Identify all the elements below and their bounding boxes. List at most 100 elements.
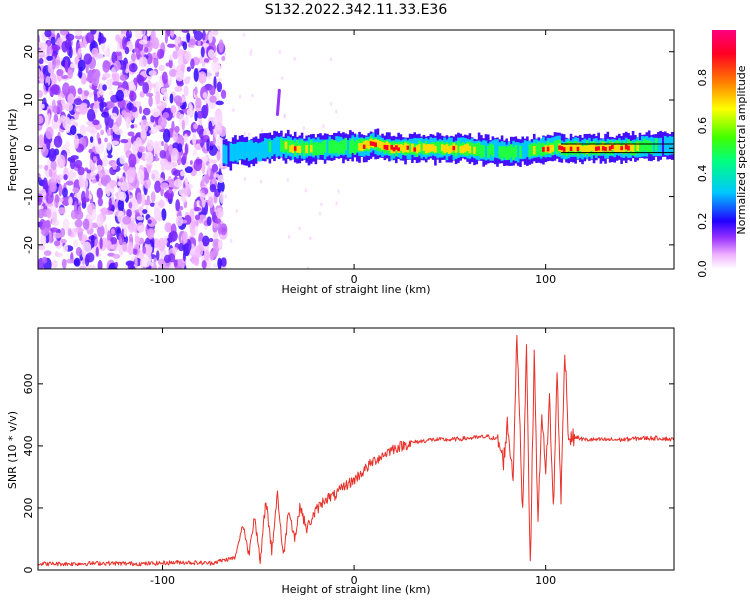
heatmap-ridge-cell [222,144,226,164]
heatmap-noise-cell [63,244,69,253]
heatmap-noise-cell [74,201,78,215]
heatmap-noise-cell [146,139,155,152]
heatmap-noise-cell [174,36,181,44]
heatmap-ridge-cell [236,142,240,163]
heatmap-ridge-cell [245,142,249,158]
snr-plot-area [38,328,674,570]
heatmap-ridge-cell [519,145,522,158]
heatmap-noise-cell [190,254,200,265]
heatmap-noise-cell [128,81,135,90]
heatmap-noise-cell [243,177,247,182]
heatmap-noise-cell [306,266,310,269]
heatmap-noise-cell [130,52,137,62]
heatmap-noise-cell [125,30,130,39]
heatmap-noise-cell [85,188,90,200]
heatmap-ridge-cell [595,146,598,152]
heatmap-ridge-cell [351,138,354,153]
heatmap-noise-cell [86,171,91,181]
heatmap-ridge-cell [415,145,419,154]
heatmap-noise-cell [209,95,217,103]
heatmap-ridge-cell [611,144,614,149]
heatmap-noise-cell [57,154,66,169]
heatmap-noise-cell [139,205,144,217]
heatmap-noise-cell [210,250,219,258]
heatmap-ridge-cell [457,140,460,153]
y-tick-label: 20 [22,45,35,59]
heatmap-noise-cell [309,236,312,241]
heatmap-ridge-cell [590,143,594,152]
heatmap-noise-cell [38,145,42,152]
heatmap-noise-cell [56,176,62,185]
heatmap-noise-cell [229,238,233,243]
heatmap-noise-cell [184,176,189,187]
heatmap-noise-cell [47,112,51,125]
heatmap-ridge-cell [367,140,371,150]
heatmap-ridge-cell [395,145,398,150]
heatmap-ridge-cell [418,144,421,152]
heatmap-noise-cell [127,261,134,269]
heatmap-noise-cell [85,76,93,82]
heatmap-noise-cell [286,177,289,182]
heatmap-noise-cell [176,49,185,58]
heatmap-noise-cell [38,90,43,98]
heatmap-noise-cell [85,126,94,133]
heatmap-ridge-cell [613,144,617,153]
heatmap-ridge-cell [261,141,265,159]
heatmap-noise-cell [45,191,54,204]
heatmap-ridge-cell [404,142,407,152]
heatmap-ridge-cell [429,144,433,152]
heatmap-ridge-cell [581,146,584,154]
heatmap-noise-cell [46,55,53,61]
heatmap-ridge-cell [585,145,589,155]
heatmap-noise-cell [46,46,50,57]
heatmap-noise-cell [141,193,146,208]
heatmap-ridge-cell [337,142,341,155]
heatmap-noise-cell [184,51,192,62]
x-tick-label: 0 [351,273,358,286]
heatmap-noise-cell [189,38,196,46]
heatmap-ridge-cell [624,144,628,150]
heatmap-noise-cell [104,137,108,143]
heatmap-ridge-cell [459,145,462,153]
heatmap-noise-cell [202,42,210,48]
heatmap-noise-cell [154,125,162,131]
heatmap-ridge-cell [321,141,325,156]
heatmap-noise-cell [160,182,169,190]
heatmap-noise-cell [51,44,61,52]
heatmap-noise-cell [62,218,70,231]
heatmap-noise-cell [134,30,143,39]
heatmap-noise-cell [161,208,167,221]
heatmap-noise-cell [194,245,203,258]
heatmap-ridge-cell [491,144,495,157]
heatmap-noise-cell [161,71,168,85]
heatmap-ridge-cell [530,143,534,156]
heatmap-noise-cell [38,70,44,85]
heatmap-noise-cell [250,48,253,53]
heatmap-ridge-cell [498,146,502,158]
colorbar-label: Normalized spectral amplitude [735,65,748,234]
heatmap-noise-cell [114,261,119,268]
heatmap-noise-cell [171,247,178,253]
heatmap-noise-cell [95,246,99,257]
heatmap-noise-cell [186,76,191,81]
heatmap-ridge-cell [408,142,412,155]
heatmap-noise-cell [77,47,82,55]
heatmap-ridge-cell [326,139,329,157]
heatmap-noise-cell [153,140,159,155]
spectrogram-frame [37,29,675,270]
heatmap-noise-cell [65,33,75,41]
heatmap-noise-cell [165,161,173,171]
colorbar: 0.0 0.2 0.4 0.6 0.8 Normalized spectral ampl… [696,30,748,278]
heatmap-noise-cell [162,238,168,246]
heatmap-ridge-cell [567,143,571,152]
heatmap-noise-cell [182,231,188,244]
heatmap-noise-cell [88,91,94,98]
heatmap-noise-cell [92,72,100,87]
heatmap-noise-cell [62,82,70,96]
heatmap-noise-cell [95,173,100,182]
heatmap-noise-cell [207,196,214,209]
heatmap-noise-cell [126,208,132,218]
heatmap-noise-cell [65,123,71,133]
heatmap-noise-cell [128,62,138,73]
heatmap-noise-cell [48,168,53,178]
